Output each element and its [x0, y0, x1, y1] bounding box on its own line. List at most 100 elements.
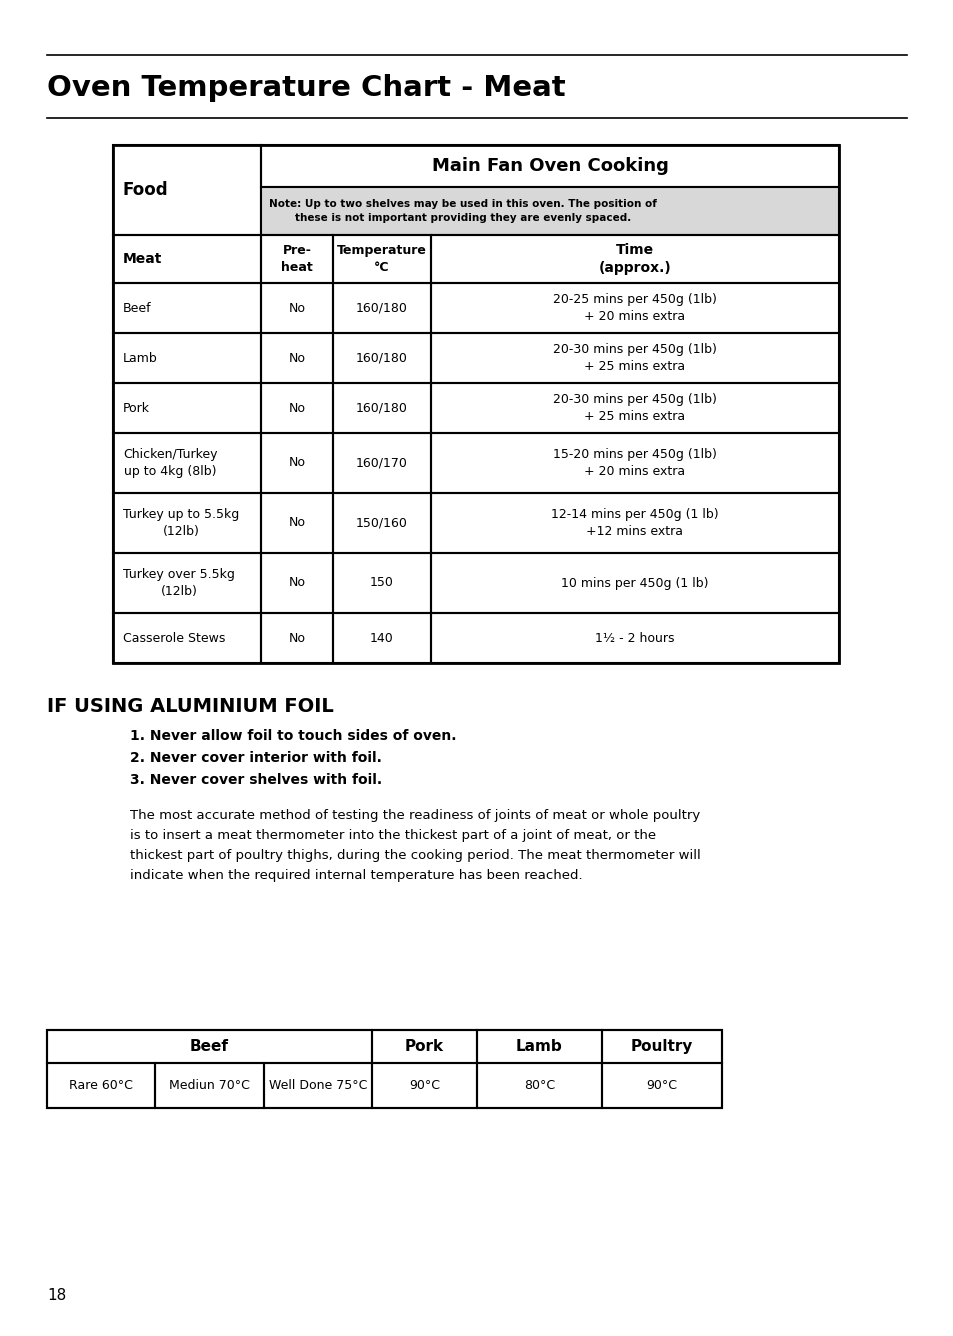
- Bar: [112, 433, 261, 493]
- Text: Casserole Stews: Casserole Stews: [123, 632, 225, 644]
- Bar: [261, 433, 333, 493]
- Text: Chicken/Turkey
up to 4kg (8lb): Chicken/Turkey up to 4kg (8lb): [123, 448, 217, 478]
- Text: IF USING ALUMINIUM FOIL: IF USING ALUMINIUM FOIL: [47, 697, 334, 716]
- Bar: [431, 553, 838, 613]
- Bar: [261, 283, 333, 333]
- Text: Pork: Pork: [404, 1039, 443, 1054]
- Text: No: No: [288, 517, 305, 529]
- Text: Turkey over 5.5kg
(12lb): Turkey over 5.5kg (12lb): [123, 568, 234, 599]
- Bar: [333, 283, 431, 333]
- Text: Mediun 70°C: Mediun 70°C: [169, 1079, 250, 1092]
- Text: Pork: Pork: [123, 402, 150, 414]
- Text: Rare 60°C: Rare 60°C: [70, 1079, 133, 1092]
- Bar: [261, 187, 838, 235]
- Bar: [333, 493, 431, 553]
- Bar: [601, 1030, 721, 1063]
- Bar: [333, 433, 431, 493]
- Text: Beef: Beef: [190, 1039, 229, 1054]
- Text: 160/180: 160/180: [355, 302, 408, 314]
- Text: 3. Never cover shelves with foil.: 3. Never cover shelves with foil.: [130, 774, 382, 787]
- Bar: [155, 1063, 263, 1108]
- Bar: [112, 553, 261, 613]
- Text: Lamb: Lamb: [516, 1039, 562, 1054]
- Text: Note: Up to two shelves may be used in this oven. The position of
these is not i: Note: Up to two shelves may be used in t…: [269, 199, 657, 223]
- Bar: [372, 1030, 476, 1063]
- Text: No: No: [288, 577, 305, 589]
- Bar: [112, 383, 261, 433]
- Text: indicate when the required internal temperature has been reached.: indicate when the required internal temp…: [130, 868, 582, 882]
- Text: Poultry: Poultry: [630, 1039, 693, 1054]
- Bar: [261, 553, 333, 613]
- Bar: [333, 553, 431, 613]
- Text: Pre-
heat: Pre- heat: [281, 244, 313, 274]
- Text: 1. Never allow foil to touch sides of oven.: 1. Never allow foil to touch sides of ov…: [130, 729, 456, 743]
- Bar: [431, 613, 838, 663]
- Bar: [261, 333, 333, 383]
- Bar: [47, 1063, 155, 1108]
- Bar: [601, 1063, 721, 1108]
- Text: 20-30 mins per 450g (1lb)
+ 25 mins extra: 20-30 mins per 450g (1lb) + 25 mins extr…: [553, 393, 717, 424]
- Text: Well Done 75°C: Well Done 75°C: [269, 1079, 367, 1092]
- Bar: [476, 1030, 601, 1063]
- Bar: [261, 613, 333, 663]
- Bar: [431, 333, 838, 383]
- Bar: [431, 493, 838, 553]
- Bar: [112, 283, 261, 333]
- Text: No: No: [288, 457, 305, 469]
- Bar: [261, 235, 333, 283]
- Bar: [112, 146, 261, 235]
- Text: 12-14 mins per 450g (1 lb)
+12 mins extra: 12-14 mins per 450g (1 lb) +12 mins extr…: [551, 508, 718, 538]
- Text: Beef: Beef: [123, 302, 152, 314]
- Bar: [333, 383, 431, 433]
- Text: 90°C: 90°C: [646, 1079, 677, 1092]
- Bar: [261, 383, 333, 433]
- Text: Food: Food: [123, 180, 169, 199]
- Text: The most accurate method of testing the readiness of joints of meat or whole pou: The most accurate method of testing the …: [130, 810, 700, 822]
- Text: Temperature
°C: Temperature °C: [336, 244, 427, 274]
- Text: No: No: [288, 402, 305, 414]
- Text: 160/180: 160/180: [355, 402, 408, 414]
- Text: Oven Temperature Chart - Meat: Oven Temperature Chart - Meat: [47, 73, 565, 102]
- Text: 150: 150: [370, 577, 394, 589]
- Text: No: No: [288, 302, 305, 314]
- Bar: [372, 1063, 476, 1108]
- Bar: [261, 146, 838, 187]
- Text: 18: 18: [47, 1288, 66, 1304]
- Text: Lamb: Lamb: [123, 351, 157, 365]
- Bar: [47, 1030, 372, 1063]
- Bar: [333, 235, 431, 283]
- Bar: [431, 283, 838, 333]
- Text: Meat: Meat: [123, 253, 162, 266]
- Bar: [431, 383, 838, 433]
- Text: 20-30 mins per 450g (1lb)
+ 25 mins extra: 20-30 mins per 450g (1lb) + 25 mins extr…: [553, 343, 717, 373]
- Text: 160/170: 160/170: [355, 457, 408, 469]
- Bar: [112, 613, 261, 663]
- Text: thickest part of poultry thighs, during the cooking period. The meat thermometer: thickest part of poultry thighs, during …: [130, 848, 700, 862]
- Text: is to insert a meat thermometer into the thickest part of a joint of meat, or th: is to insert a meat thermometer into the…: [130, 830, 656, 842]
- Text: No: No: [288, 632, 305, 644]
- Text: 20-25 mins per 450g (1lb)
+ 20 mins extra: 20-25 mins per 450g (1lb) + 20 mins extr…: [553, 293, 717, 323]
- Text: Turkey up to 5.5kg
(12lb): Turkey up to 5.5kg (12lb): [123, 508, 239, 538]
- Bar: [263, 1063, 372, 1108]
- Bar: [333, 613, 431, 663]
- Text: 160/180: 160/180: [355, 351, 408, 365]
- Bar: [47, 1030, 721, 1108]
- Text: 80°C: 80°C: [523, 1079, 555, 1092]
- Text: No: No: [288, 351, 305, 365]
- Text: 10 mins per 450g (1 lb): 10 mins per 450g (1 lb): [560, 577, 708, 589]
- Text: 2. Never cover interior with foil.: 2. Never cover interior with foil.: [130, 751, 381, 766]
- Bar: [431, 235, 838, 283]
- Bar: [112, 235, 261, 283]
- Bar: [333, 333, 431, 383]
- Text: 1½ - 2 hours: 1½ - 2 hours: [595, 632, 674, 644]
- Text: 140: 140: [370, 632, 394, 644]
- Bar: [112, 333, 261, 383]
- Bar: [431, 433, 838, 493]
- Bar: [112, 146, 838, 663]
- Text: Main Fan Oven Cooking: Main Fan Oven Cooking: [431, 158, 668, 175]
- Text: 150/160: 150/160: [355, 517, 408, 529]
- Bar: [476, 1063, 601, 1108]
- Text: 15-20 mins per 450g (1lb)
+ 20 mins extra: 15-20 mins per 450g (1lb) + 20 mins extr…: [553, 448, 717, 478]
- Text: Time
(approx.): Time (approx.): [598, 243, 671, 275]
- Text: 90°C: 90°C: [409, 1079, 439, 1092]
